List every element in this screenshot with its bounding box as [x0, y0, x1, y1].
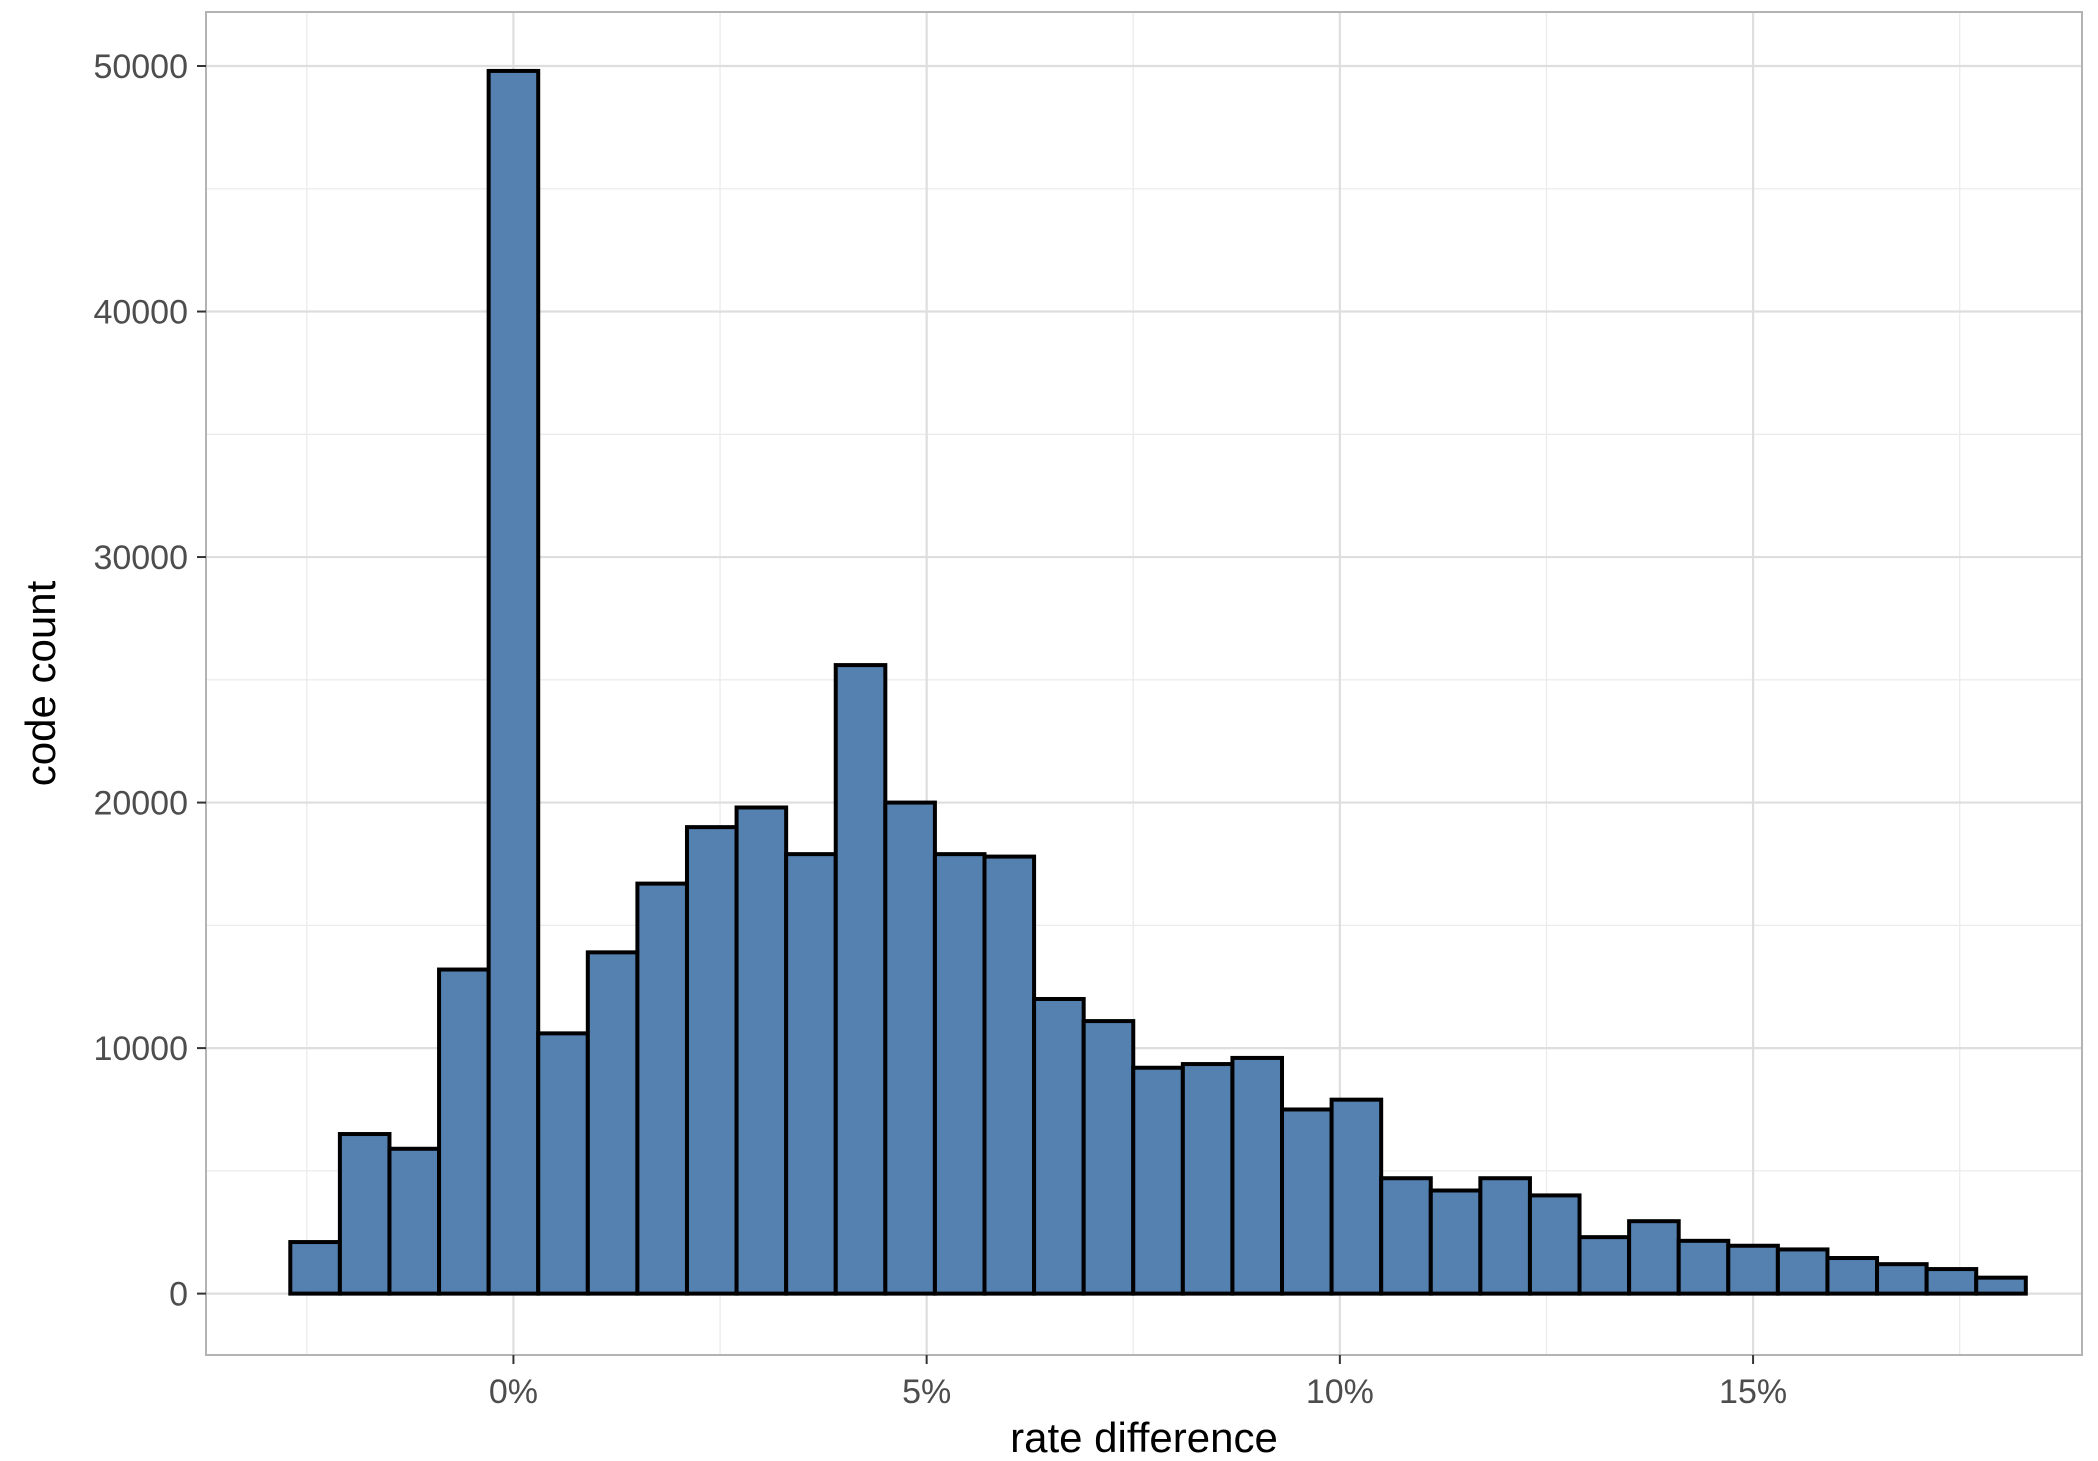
histogram-bar	[635, 881, 689, 1296]
histogram-bar	[1131, 1065, 1185, 1296]
x-axis-ticks: 0% 5% 10% 15%	[489, 1355, 1787, 1411]
panel-border	[205, 11, 2083, 1356]
histogram-bar	[833, 663, 888, 1296]
histogram-bar	[1478, 1176, 1532, 1296]
x-tick-label: 5%	[902, 1373, 951, 1411]
histogram-bar	[932, 852, 987, 1296]
histogram-bar	[536, 1031, 590, 1296]
histogram-bar	[1974, 1275, 2028, 1296]
histogram-bar	[387, 1146, 442, 1296]
y-tick-label: 20000	[93, 785, 188, 823]
histogram-bar	[1825, 1256, 1880, 1296]
y-tick-label: 0	[169, 1276, 188, 1314]
y-axis-title: code count	[17, 580, 64, 786]
x-tick-label: 10%	[1306, 1373, 1374, 1411]
y-tick-label: 30000	[93, 539, 188, 577]
histogram-bar	[982, 854, 1037, 1296]
y-tick-label: 40000	[93, 294, 188, 332]
histogram-bar	[684, 825, 739, 1296]
histogram-bar	[1627, 1219, 1681, 1296]
histogram-bar	[1527, 1193, 1582, 1296]
histogram-bar	[1280, 1107, 1334, 1296]
histogram-bar	[1180, 1062, 1235, 1296]
x-axis-title: rate difference	[1010, 1414, 1278, 1461]
y-tick-label: 50000	[93, 48, 188, 86]
histogram-bar	[734, 805, 789, 1296]
histogram-bar	[486, 68, 541, 1296]
histogram-bar	[1032, 996, 1086, 1296]
histogram-bar	[1577, 1235, 1632, 1296]
x-tick-label: 0%	[489, 1373, 538, 1411]
histogram-bar	[784, 852, 838, 1296]
histogram-bar	[1924, 1267, 1979, 1296]
histogram-bar	[585, 950, 640, 1296]
histogram-bar	[1329, 1097, 1384, 1296]
histogram-bar	[437, 967, 491, 1296]
histogram-bars	[288, 68, 2028, 1296]
y-axis-ticks: 0 10000 20000 30000 40000 50000	[93, 48, 206, 1314]
histogram-bar	[1875, 1262, 1929, 1296]
histogram-bar	[1726, 1243, 1780, 1296]
x-tick-label: 15%	[1719, 1373, 1787, 1411]
histogram-bar	[1775, 1247, 1830, 1296]
histogram-bar	[883, 800, 937, 1296]
y-tick-label: 10000	[93, 1030, 188, 1068]
histogram-bar	[1676, 1238, 1731, 1296]
histogram-bar	[288, 1240, 342, 1296]
histogram-bar	[1230, 1055, 1285, 1296]
histogram-bar	[1428, 1188, 1483, 1296]
histogram-bar	[1379, 1176, 1433, 1296]
histogram-bar	[337, 1132, 392, 1296]
histogram-bar	[1081, 1019, 1136, 1296]
